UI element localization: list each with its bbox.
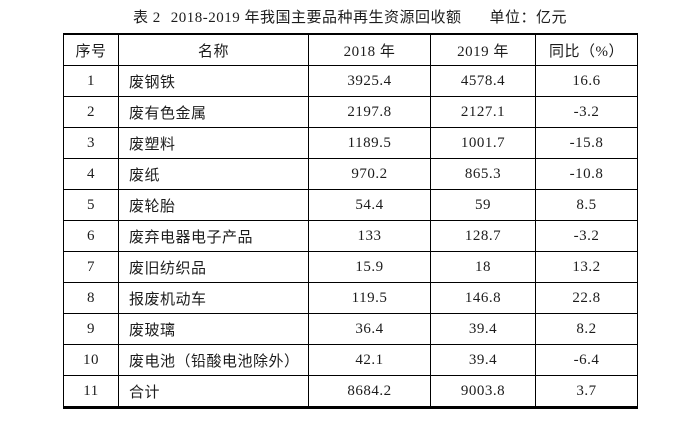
table-cell: 3 bbox=[63, 127, 119, 159]
table-cell: 7 bbox=[63, 251, 119, 283]
recycling-data-table: 序号 名称 2018 年 2019 年同比（%） 1 废钢铁 3925.4 4578.4 16… bbox=[63, 33, 638, 409]
table-cell: 59 bbox=[430, 189, 536, 221]
table-cell: 废弃电器电子产品 bbox=[118, 220, 309, 252]
table-cell: 39.4 bbox=[430, 313, 536, 345]
table-cell: -3.2 bbox=[535, 220, 638, 252]
table-number-label: 表 2 bbox=[132, 10, 161, 26]
table-cell: 13.2 bbox=[535, 251, 638, 283]
table-row: 9 废玻璃 36.4 39.4 8.2 bbox=[63, 313, 638, 345]
table-cell: 废纸 bbox=[118, 158, 309, 190]
table-row: 7 废旧纺织品 15.9 18 13.2 bbox=[63, 251, 638, 283]
table-cell: 废轮胎 bbox=[118, 189, 309, 221]
table-cell: 133 bbox=[308, 220, 431, 252]
table-cell: 9 bbox=[63, 313, 119, 345]
table-cell: 119.5 bbox=[308, 282, 431, 314]
table-cell: 8684.2 bbox=[308, 375, 431, 408]
table-cell: 废电池（铅酸电池除外） bbox=[118, 344, 309, 376]
table-cell: 废塑料 bbox=[118, 127, 309, 159]
table-row: 8 报废机动车 119.5 146.8 22.8 bbox=[63, 282, 638, 314]
table-cell: 报废机动车 bbox=[118, 282, 309, 314]
table-cell: 5 bbox=[63, 189, 119, 221]
table-cell: 39.4 bbox=[430, 344, 536, 376]
table-cell: 2 bbox=[63, 96, 119, 128]
table-row: 1 废钢铁 3925.4 4578.4 16.6 bbox=[63, 65, 638, 97]
table-cell: 1189.5 bbox=[308, 127, 431, 159]
table-caption: 2018-2019 年我国主要品种再生资源回收额 bbox=[170, 10, 462, 26]
table-cell: -6.4 bbox=[535, 344, 638, 376]
table-row: 10 废电池（铅酸电池除外） 42.1 39.4 -6.4 bbox=[63, 344, 638, 376]
table-cell: 3.7 bbox=[535, 375, 638, 408]
table-cell: 970.2 bbox=[308, 158, 431, 190]
table-cell: 2197.8 bbox=[308, 96, 431, 128]
table-cell: 146.8 bbox=[430, 282, 536, 314]
table-cell: -3.2 bbox=[535, 96, 638, 128]
table-row: 4 废纸 970.2 865.3 -10.8 bbox=[63, 158, 638, 190]
table-cell: 18 bbox=[430, 251, 536, 283]
table-cell: 1 bbox=[63, 65, 119, 97]
table-cell: 1001.7 bbox=[430, 127, 536, 159]
table-cell: 22.8 bbox=[535, 282, 638, 314]
table-cell: 废旧纺织品 bbox=[118, 251, 309, 283]
table-cell: 865.3 bbox=[430, 158, 536, 190]
table-cell: 废钢铁 bbox=[118, 65, 309, 97]
table-cell: 合计 bbox=[118, 375, 309, 408]
column-header: 2019 年 bbox=[430, 33, 536, 66]
table-title: 表 2 2018-2019 年我国主要品种再生资源回收额 单位：亿元 bbox=[63, 6, 637, 27]
column-header: 2018 年 bbox=[308, 33, 431, 66]
table-cell: 36.4 bbox=[308, 313, 431, 345]
column-header: 序号 bbox=[63, 33, 119, 66]
table-unit-label: 单位：亿元 bbox=[489, 10, 568, 26]
table-row: 3 废塑料 1189.5 1001.7 -15.8 bbox=[63, 127, 638, 159]
table-cell: 8.2 bbox=[535, 313, 638, 345]
table-cell: 废玻璃 bbox=[118, 313, 309, 345]
table-row: 2 废有色金属 2197.8 2127.1 -3.2 bbox=[63, 96, 638, 128]
table-cell: 54.4 bbox=[308, 189, 431, 221]
table-cell: 128.7 bbox=[430, 220, 536, 252]
table-cell: 4578.4 bbox=[430, 65, 536, 97]
table-cell: -10.8 bbox=[535, 158, 638, 190]
table-cell: 4 bbox=[63, 158, 119, 190]
table-cell: 8 bbox=[63, 282, 119, 314]
table-cell: 16.6 bbox=[535, 65, 638, 97]
table-cell: 废有色金属 bbox=[118, 96, 309, 128]
table-cell: 42.1 bbox=[308, 344, 431, 376]
table-row: 6 废弃电器电子产品 133 128.7 -3.2 bbox=[63, 220, 638, 252]
column-header: 同比（%） bbox=[535, 33, 638, 66]
table-cell: 6 bbox=[63, 220, 119, 252]
table-cell: 10 bbox=[63, 344, 119, 376]
header-row: 序号 名称 2018 年 2019 年同比（%） bbox=[63, 33, 638, 66]
table-body: 1 废钢铁 3925.4 4578.4 16.6 2 废有色金属 2197.8 2127.1 -3… bbox=[63, 65, 638, 408]
table-cell: 9003.8 bbox=[430, 375, 536, 408]
table-row: 5 废轮胎 54.4 59 8.5 bbox=[63, 189, 638, 221]
column-header: 名称 bbox=[118, 33, 309, 66]
table-cell: 2127.1 bbox=[430, 96, 536, 128]
table-cell: 8.5 bbox=[535, 189, 638, 221]
table-row: 11 合计 8684.2 9003.8 3.7 bbox=[63, 375, 638, 408]
table-cell: -15.8 bbox=[535, 127, 638, 159]
table-cell: 11 bbox=[63, 375, 119, 408]
table-cell: 15.9 bbox=[308, 251, 431, 283]
table-cell: 3925.4 bbox=[308, 65, 431, 97]
